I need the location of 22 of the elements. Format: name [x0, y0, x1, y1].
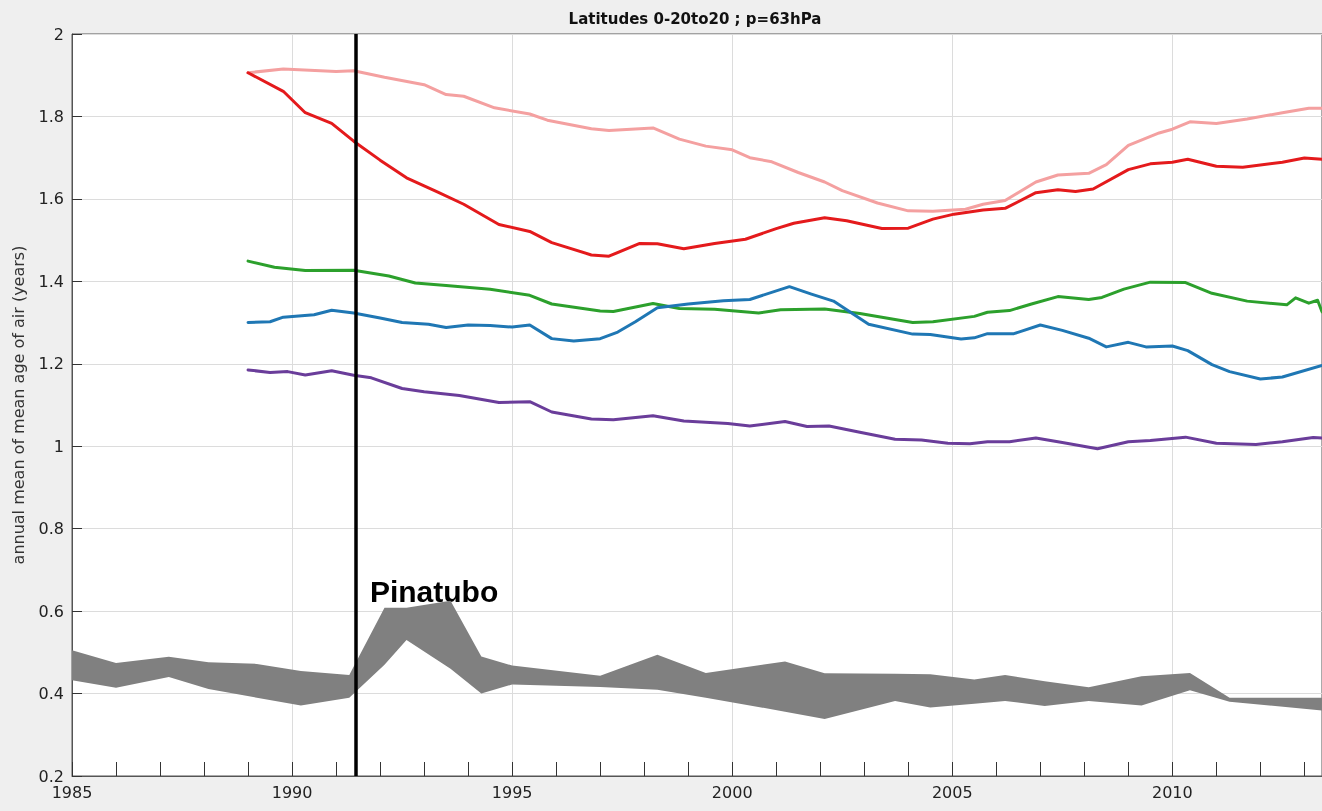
line-series: [246, 259, 1322, 325]
y-tick-label: 1.8: [38, 106, 64, 126]
y-tick-label: 0.4: [38, 684, 64, 704]
chart-title: Latitudes 0-20to20 ; p=63hPa: [568, 9, 822, 28]
y-tick-label: 0.8: [38, 519, 64, 539]
x-tick-label: 2000: [711, 782, 753, 802]
y-tick-label: 0.6: [38, 601, 64, 621]
ref-line-label: Pinatubo: [369, 574, 499, 608]
x-tick-label: 2005: [931, 782, 973, 802]
line-series: [246, 67, 1322, 213]
line-series: [246, 71, 1322, 258]
x-tick-label: 1995: [491, 782, 533, 802]
y-tick-label: 2: [53, 24, 64, 44]
line-series: [246, 285, 1322, 381]
y-tick-label: 1.4: [38, 271, 64, 291]
y-tick-label: 1: [53, 436, 64, 456]
x-tick-label: 1990: [271, 782, 313, 802]
y-tick-label: 1.6: [38, 189, 64, 209]
y-tick-label: 1.2: [38, 354, 64, 374]
y-axis-title: annual mean of mean age of air (years): [8, 245, 28, 565]
x-tick-label: 2010: [1151, 782, 1193, 802]
line-series: [246, 368, 1322, 451]
